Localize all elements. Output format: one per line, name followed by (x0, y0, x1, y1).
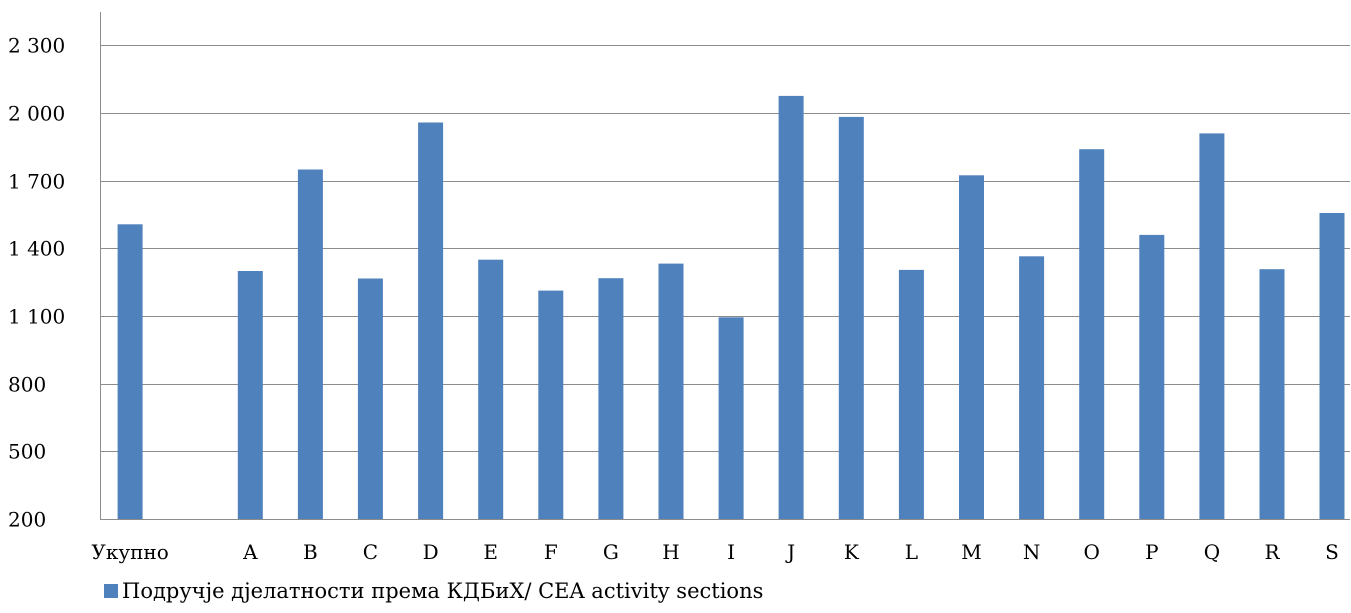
y-tick-label: 1 400 (8, 237, 65, 261)
legend-swatch (104, 584, 118, 598)
axes (100, 12, 1350, 520)
x-tick-label: C (363, 540, 378, 564)
bar (1259, 269, 1285, 519)
bar (538, 290, 564, 519)
y-axis-tick-labels: 200 500 800 1 100 1 400 1 700 2 000 2 300 (8, 34, 65, 532)
x-tick-label: J (785, 540, 795, 564)
x-tick-label: H (662, 540, 679, 564)
y-tick-label: 500 (8, 440, 46, 464)
bar (297, 169, 323, 519)
bar (418, 122, 444, 519)
bar (1139, 234, 1165, 519)
x-tick-label: S (1325, 540, 1339, 564)
y-tick-label: 1 700 (8, 170, 65, 194)
bar (658, 263, 684, 519)
x-tick-label: B (303, 540, 318, 564)
y-tick-label: 2 000 (8, 102, 65, 126)
bar-series (117, 95, 1345, 520)
bar (718, 317, 744, 519)
x-tick-label: P (1145, 540, 1158, 564)
x-tick-label: Укупно (91, 540, 168, 564)
y-tick-label: 200 (8, 508, 46, 532)
x-tick-label: A (242, 540, 258, 564)
bar (1079, 149, 1105, 519)
bar (778, 95, 804, 520)
x-tick-label: O (1083, 540, 1099, 564)
x-axis-tick-labels: Укупно A B C D E F G H I J K L M N O P Q R S (91, 540, 1338, 564)
bar (959, 175, 984, 520)
x-tick-label: R (1264, 540, 1280, 564)
x-tick-label: D (423, 540, 439, 564)
bar (1319, 213, 1345, 519)
x-tick-label: F (544, 540, 558, 564)
legend: Подручје дјелатности према КДБиХ/ CEA ac… (104, 579, 763, 603)
bar (898, 269, 924, 519)
bar (838, 116, 864, 520)
bar (237, 271, 263, 519)
x-tick-label: N (1023, 540, 1041, 564)
bar (478, 259, 504, 519)
x-tick-label: L (905, 540, 918, 564)
bar (1199, 133, 1225, 519)
bar (598, 278, 624, 519)
x-tick-label: E (483, 540, 498, 564)
y-tick-label: 1 100 (8, 305, 65, 329)
bar (117, 224, 143, 520)
bar (1019, 256, 1045, 519)
y-tick-label: 800 (8, 373, 46, 397)
x-tick-label: Q (1204, 540, 1220, 564)
y-tick-label: 2 300 (8, 34, 65, 58)
x-tick-label: G (603, 540, 619, 564)
x-tick-label: K (844, 540, 860, 564)
bar (357, 278, 383, 519)
legend-label: Подручје дјелатности према КДБиХ/ CEA ac… (122, 579, 763, 603)
x-tick-label: M (961, 540, 981, 564)
x-tick-label: I (727, 540, 735, 564)
